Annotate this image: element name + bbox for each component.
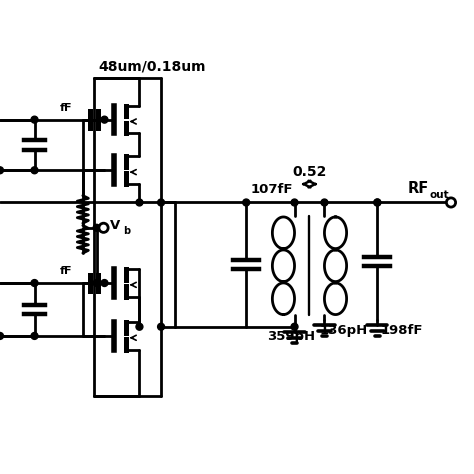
Circle shape [243, 199, 250, 206]
Circle shape [447, 198, 456, 207]
Circle shape [136, 199, 143, 206]
Circle shape [31, 116, 38, 123]
Circle shape [101, 280, 108, 286]
Circle shape [93, 280, 100, 286]
Text: fF: fF [60, 103, 72, 113]
Circle shape [31, 167, 38, 174]
Circle shape [99, 223, 108, 232]
Circle shape [101, 116, 108, 123]
Circle shape [291, 323, 298, 330]
Text: 359pH: 359pH [267, 330, 315, 344]
Text: fF: fF [60, 266, 72, 276]
Circle shape [31, 332, 38, 339]
Circle shape [0, 332, 3, 339]
Text: RF: RF [407, 181, 428, 196]
Circle shape [136, 323, 143, 330]
Text: V: V [109, 219, 120, 231]
Text: out: out [429, 190, 449, 200]
Text: 0.52: 0.52 [292, 165, 327, 180]
Circle shape [93, 224, 100, 231]
Text: 48um/0.18um: 48um/0.18um [98, 60, 206, 73]
Circle shape [291, 199, 298, 206]
Text: 136pH: 136pH [320, 324, 368, 337]
Circle shape [0, 167, 3, 174]
Circle shape [158, 323, 164, 330]
Text: 198fF: 198fF [381, 324, 424, 337]
Circle shape [158, 199, 164, 206]
Circle shape [374, 199, 381, 206]
Text: b: b [123, 226, 130, 236]
Circle shape [374, 199, 381, 206]
Circle shape [31, 280, 38, 286]
Circle shape [321, 199, 328, 206]
Text: 107fF: 107fF [251, 182, 293, 196]
